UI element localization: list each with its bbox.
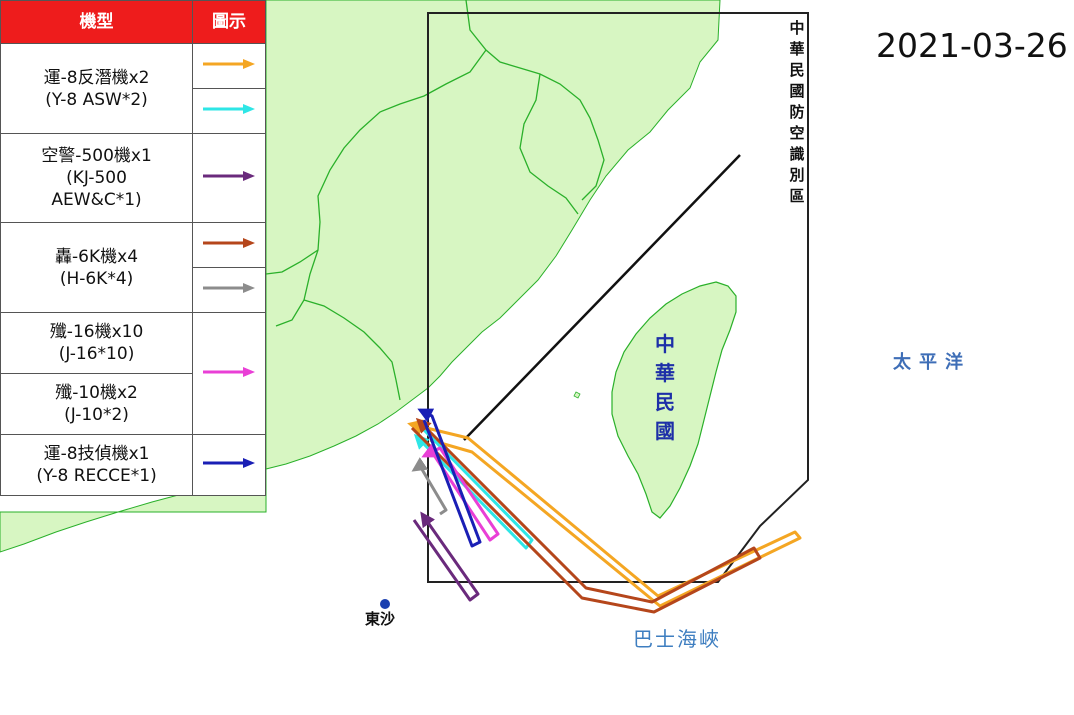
magenta-arrow-icon <box>203 366 256 377</box>
province-border <box>519 73 579 215</box>
legend-row: 運-8技偵機x1 (Y-8 RECCE*1) <box>0 434 266 496</box>
flight-tracks <box>407 408 802 614</box>
track-y8-asw-orange <box>407 419 802 608</box>
legend-row-line2: (J-10*2) <box>64 405 129 425</box>
dongsha-marker <box>380 599 390 609</box>
legend-aircraft-kj500: 空警-500機x1 (KJ-500 AEW&C*1) <box>0 133 194 223</box>
legend-aircraft-h6k: 轟-6K機x4 (H-6K*4) <box>0 222 194 313</box>
legend-aircraft-y8-recce: 運-8技偵機x1 (Y-8 RECCE*1) <box>0 434 194 496</box>
legend-row-line1: 空警-500機x1 <box>41 146 152 166</box>
legend-arrow-cell <box>192 133 266 223</box>
legend-row-line1: 轟-6K機x4 <box>55 246 139 267</box>
legend-arrow-cell <box>192 222 266 268</box>
track-kj500-purple <box>412 511 480 602</box>
track-y8-recce-blue <box>417 408 482 548</box>
legend-row-line2: (Y-8 RECCE*1) <box>36 466 157 486</box>
legend-row-line2: (H-6K*4) <box>59 268 134 289</box>
legend-row-line1: 運-8技偵機x1 <box>43 444 150 464</box>
blue-arrow-icon <box>203 458 256 468</box>
track-h6k-gray <box>411 457 448 516</box>
legend-arrow-cell <box>192 434 266 496</box>
province-border <box>303 299 401 401</box>
legend-row: 轟-6K機x4 (H-6K*4) <box>0 222 266 313</box>
legend-row-line1: 運-8反潛機x2 <box>43 67 150 88</box>
legend-header-row: 機型 圖示 <box>0 0 266 44</box>
legend-row-line3: AEW&C*1) <box>51 190 142 210</box>
purple-arrow-icon <box>203 171 256 181</box>
legend-row <box>1 88 266 134</box>
legend-table: 機型 圖示 運-8反潛機x2 (Y-8 ASW*2) 空警-500機x1 (KJ… <box>0 0 266 496</box>
province-border <box>275 49 487 327</box>
bashi-channel-label: 巴士海峽 <box>633 627 721 651</box>
legend-arrow-cell <box>192 312 266 435</box>
legend-header-type: 機型 <box>0 0 194 44</box>
legend-row: 殲-16機x10 (J-16*10) <box>0 312 266 435</box>
taiwan-island <box>611 281 737 519</box>
legend-aircraft-j10: 殲-10機x2 (J-10*2) <box>0 373 194 435</box>
legend-row-line2: (J-16*10) <box>58 344 135 364</box>
legend-arrow-cell <box>192 267 266 313</box>
legend-arrow-cell <box>192 43 266 89</box>
province-border <box>265 249 319 275</box>
gray-arrow-icon <box>203 283 256 293</box>
adiz-label: 中華民國防空識別區 <box>789 19 805 205</box>
legend-header-icon: 圖示 <box>192 0 266 44</box>
date-label: 2021-03-26 <box>876 26 1068 65</box>
legend-aircraft-y8-asw: 運-8反潛機x2 (Y-8 ASW*2) <box>0 43 194 134</box>
legend-row: 運-8反潛機x2 (Y-8 ASW*2) <box>0 43 266 134</box>
cyan-arrow-icon <box>203 104 256 114</box>
penghu-islands <box>573 391 581 399</box>
legend-row: 空警-500機x1 (KJ-500 AEW&C*1) <box>0 133 266 223</box>
legend-row: 殲-10機x2 (J-10*2) <box>0 373 266 435</box>
dongsha-label: 東沙 <box>365 610 396 628</box>
taiwan-label: 中華民國 <box>655 332 675 443</box>
legend-row-line2: (Y-8 ASW*2) <box>45 89 148 110</box>
track-h6k-brown <box>410 417 762 614</box>
pacific-ocean-label: 太平洋 <box>893 352 971 373</box>
brown-arrow-icon <box>203 238 256 248</box>
legend-aircraft-j16: 殲-16機x10 (J-16*10) <box>0 312 194 374</box>
mainland-china-land <box>0 0 721 553</box>
legend-row-line1: 殲-16機x10 <box>49 322 144 342</box>
legend-row-line1: 殲-10機x2 <box>55 383 138 403</box>
adiz-boundary <box>427 12 809 583</box>
orange-arrow-icon <box>203 59 256 69</box>
legend-row-line2: (KJ-500 <box>66 168 127 188</box>
legend-arrow-cell <box>192 88 266 134</box>
median-line <box>463 154 741 441</box>
